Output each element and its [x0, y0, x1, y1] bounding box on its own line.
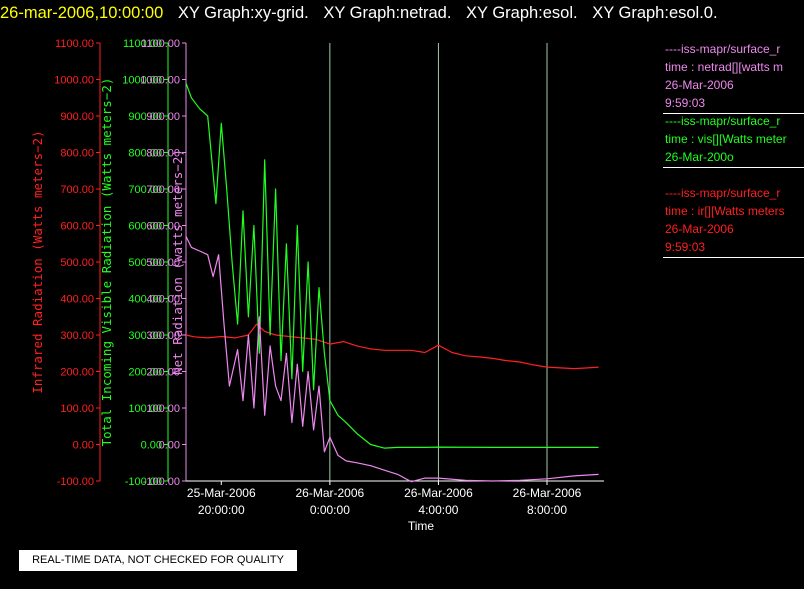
y-tick-label-2-8: 300.00 — [146, 330, 180, 342]
y-tick-label-0-5: 600.00 — [60, 221, 94, 233]
y-tick-label-0-4: 700.00 — [60, 184, 94, 196]
y-tick-label-0-11: 0.00 — [73, 440, 94, 452]
y-axis-label-1: Total Incoming Visible Radiation (Watts … — [99, 78, 114, 447]
y-tick-label-1-2: 900.00 — [128, 111, 162, 123]
y-tick-label-1-10: 100.00 — [128, 403, 162, 415]
y-tick-label-1-6: 500.00 — [128, 257, 162, 269]
y-tick-label-1-0: 1100.00 — [123, 38, 162, 50]
x-axis-label: Time — [408, 519, 435, 533]
legend-separator-2 — [663, 257, 804, 258]
x-tick-time-2: 4:00:00 — [418, 503, 458, 517]
y-tick-label-0-0: 1100.00 — [55, 38, 94, 50]
legend-line-0-2: 26-Mar-2006 — [665, 78, 734, 92]
y-tick-label-2-1: 1000.00 — [140, 75, 180, 87]
x-tick-date-2: 26-Mar-2006 — [404, 486, 473, 500]
y-tick-label-2-3: 800.00 — [146, 148, 180, 160]
y-tick-label-0-8: 300.00 — [60, 330, 94, 342]
y-tick-label-1-1: 1000.00 — [122, 75, 162, 87]
legend-line-1-0: ----iss-mapr/surface_r — [665, 114, 781, 128]
legend-separator-0 — [663, 113, 804, 114]
y-tick-label-2-9: 200.00 — [146, 367, 180, 379]
y-tick-label-1-9: 200.00 — [128, 367, 162, 379]
y-tick-label-0-1: 1000.00 — [54, 75, 94, 87]
y-axis-label-0: Infrared Radiation (Watts meters−2) — [30, 130, 45, 393]
y-tick-label-2-7: 400.00 — [146, 294, 180, 306]
legend-line-2-1: time : ir[][Watts meters — [665, 204, 785, 218]
quality-note: REAL-TIME DATA, NOT CHECKED FOR QUALITY — [19, 550, 297, 571]
header-title-3: XY Graph:esol.0. — [592, 4, 718, 22]
y-tick-label-2-10: 100.00 — [146, 403, 180, 415]
legend-line-2-0: ----iss-mapr/surface_r — [665, 186, 781, 200]
x-tick-date-1: 26-Mar-2006 — [296, 486, 365, 500]
y-tick-label-0-9: 200.00 — [60, 367, 94, 379]
y-tick-label-2-11: 0.00 — [159, 440, 180, 452]
y-tick-label-2-6: 500.00 — [146, 257, 180, 269]
y-tick-label-0-6: 500.00 — [60, 257, 94, 269]
x-tick-date-0: 25-Mar-2006 — [187, 486, 256, 500]
y-tick-label-2-0: 1100.00 — [141, 38, 180, 50]
chart-header: 26-mar-2006,10:00:00 XY Graph:xy-grid. X… — [0, 2, 718, 24]
legend-line-1-1: time : vis[][Watts meter — [665, 132, 787, 146]
x-tick-time-0: 20:00:00 — [198, 503, 245, 517]
y-tick-label-2-4: 700.00 — [146, 184, 180, 196]
series-line-net — [185, 236, 599, 483]
y-tick-label-1-7: 400.00 — [128, 294, 162, 306]
x-tick-date-3: 26-Mar-2006 — [513, 486, 582, 500]
y-tick-label-1-3: 800.00 — [128, 148, 162, 160]
legend-line-2-3: 9:59:03 — [665, 240, 706, 254]
y-axis-label-2: Net Radiation (watts meters−2) — [170, 149, 185, 375]
legend-line-2-2: 26-Mar-2006 — [665, 222, 734, 236]
y-tick-label-1-12: -100.00 — [125, 476, 162, 488]
y-tick-label-2-2: 900.00 — [146, 111, 180, 123]
y-tick-label-1-4: 700.00 — [128, 184, 162, 196]
legend-line-0-3: 9:59:03 — [665, 96, 706, 110]
y-tick-label-2-5: 600.00 — [146, 221, 180, 233]
y-tick-label-0-7: 400.00 — [60, 294, 94, 306]
y-tick-label-1-11: 0.00 — [141, 440, 162, 452]
header-title-2: XY Graph:esol. — [466, 4, 578, 22]
y-tick-label-0-3: 800.00 — [60, 148, 94, 160]
legend-separator-1 — [663, 167, 804, 168]
y-tick-label-1-8: 300.00 — [128, 330, 162, 342]
y-tick-label-0-12: -100.00 — [57, 476, 94, 488]
y-tick-label-1-5: 600.00 — [128, 221, 162, 233]
y-tick-label-0-10: 100.00 — [60, 403, 94, 415]
y-tick-label-0-2: 900.00 — [60, 111, 94, 123]
header-title-0: XY Graph:xy-grid. — [177, 4, 309, 22]
header-timestamp: 26-mar-2006,10:00:00 — [0, 4, 164, 22]
y-tick-label-2-12: -100.00 — [143, 476, 180, 488]
header-title-1: XY Graph:netrad. — [323, 4, 452, 22]
x-tick-time-1: 0:00:00 — [310, 503, 350, 517]
legend-line-0-0: ----iss-mapr/surface_r — [665, 42, 781, 56]
legend-line-0-1: time : netrad[][watts m — [665, 60, 784, 74]
series-line-ir — [185, 323, 599, 370]
legend-line-1-2: 26-Mar-200o — [665, 150, 734, 164]
series-line-vis — [185, 82, 599, 449]
x-tick-time-3: 8:00:00 — [527, 503, 567, 517]
